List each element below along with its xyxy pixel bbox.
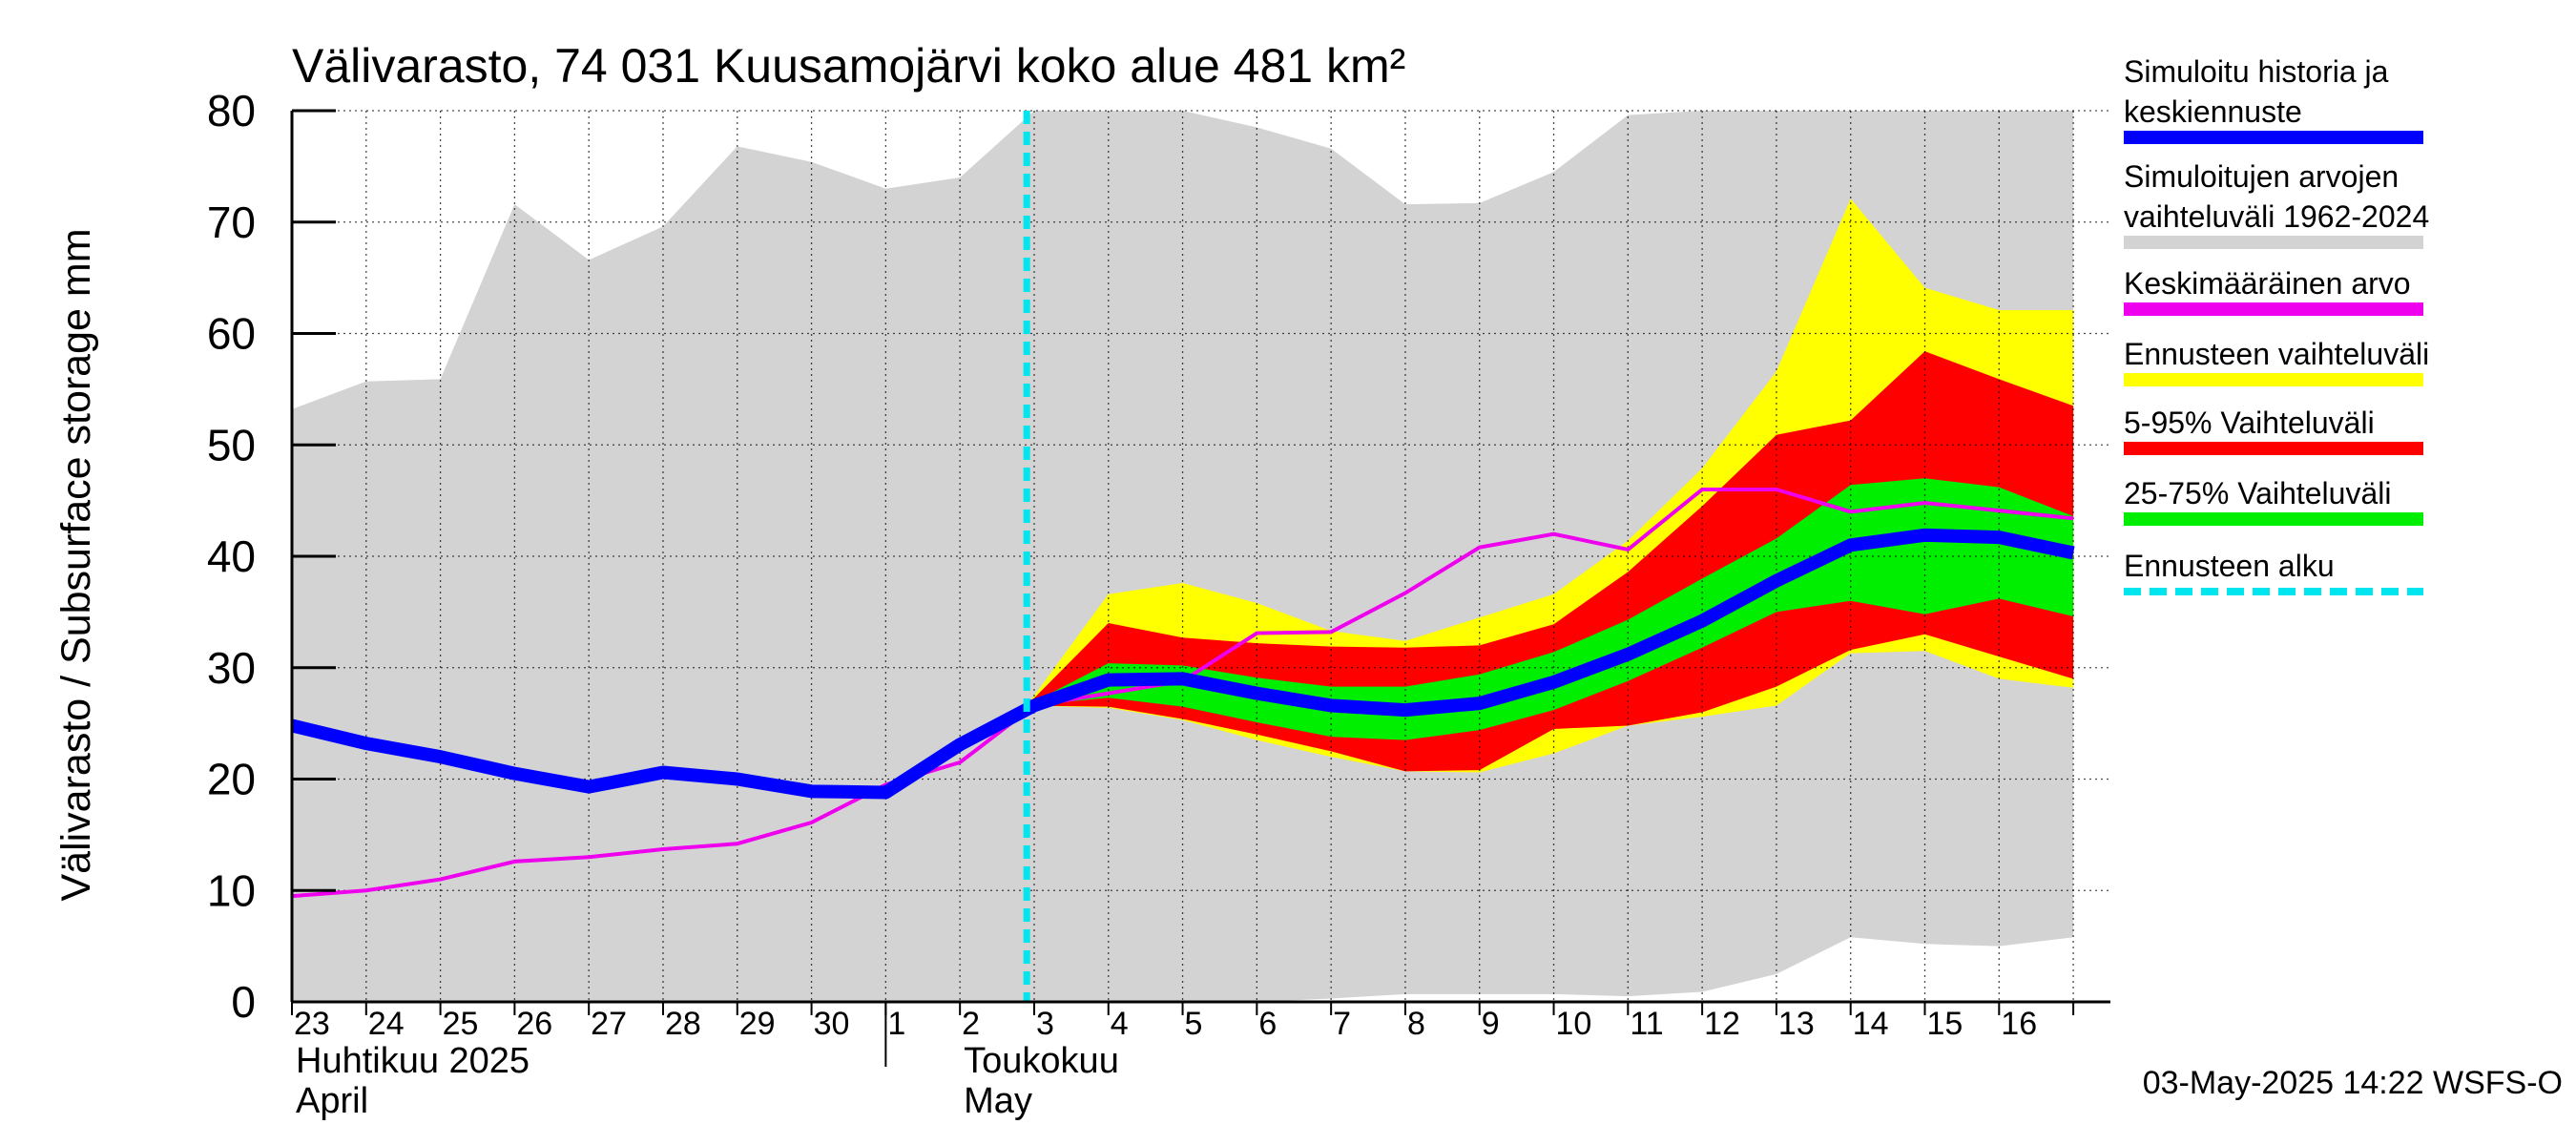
x-tick-labels: 23 24 25 26 27 28 29 30 1 2 3 4 5 6 7 8 9 10 11 12 13 14 15 16 [294,1006,2037,1042]
y-tick-label: 30 [207,643,256,693]
month-label-en: May [964,1081,1032,1121]
x-tick-label: 14 [1853,1006,1889,1042]
y-tick-labels: 0 10 20 30 40 50 60 70 80 [207,86,256,1027]
x-tick-label: 4 [1111,1006,1129,1042]
y-axis-label: Välivarasto / Subsurface storage mm [53,228,99,901]
x-tick-label: 15 [1927,1006,1963,1042]
month-label: Huhtikuu 2025 [296,1041,530,1081]
legend-label: keskiennuste [2124,94,2302,129]
legend-label: Simuloitujen arvojen [2124,159,2399,194]
x-tick-label: 27 [591,1006,627,1042]
legend-label: Keskimääräinen arvo [2124,266,2411,301]
timestamp: 03-May-2025 14:22 WSFS-O [2143,1065,2563,1101]
x-tick-label: 24 [368,1006,405,1042]
legend-label: Ennusteen vaihteluväli [2124,337,2429,371]
x-tick-label: 5 [1185,1006,1203,1042]
x-tick-label: 25 [443,1006,479,1042]
legend: Simuloitu historia ja keskiennuste Simuloi… [2124,54,2429,595]
x-tick-label: 16 [2001,1006,2037,1042]
chart-lines [290,111,2075,1002]
band-p25-75 [1027,478,2074,740]
x-tick-label: 13 [1778,1006,1815,1042]
x-tick-label: 2 [962,1006,980,1042]
band-p5-95 [1027,351,2074,772]
y-tick-label: 80 [207,86,256,135]
x-tick-label: 29 [739,1006,776,1042]
x-tick-label: 6 [1258,1006,1277,1042]
y-tick-label: 10 [207,865,256,915]
y-tick-label: 40 [207,531,256,581]
y-tick-label: 0 [231,977,256,1027]
chart-title: Välivarasto, 74 031 Kuusamojärvi koko al… [292,39,1405,93]
y-tick-label: 70 [207,198,256,247]
month-label: Toukokuu [964,1041,1119,1081]
y-tick-label: 50 [207,420,256,469]
x-tick-label: 8 [1407,1006,1425,1042]
x-tick-label: 26 [516,1006,552,1042]
x-tick-label: 28 [665,1006,701,1042]
x-tick-label: 10 [1556,1006,1592,1042]
x-tick-label: 9 [1482,1006,1500,1042]
x-tick-label: 3 [1036,1006,1054,1042]
legend-label: Simuloitu historia ja [2124,54,2389,89]
x-tick-label: 12 [1704,1006,1740,1042]
chart-axes [290,109,2110,1067]
x-tick-label: 1 [887,1006,905,1042]
month-label-en: April [296,1081,368,1121]
y-tick-label: 20 [207,755,256,804]
legend-label: vaihteluväli 1962-2024 [2124,199,2429,234]
x-tick-label: 23 [294,1006,330,1042]
legend-label: 5-95% Vaihteluväli [2124,406,2375,440]
x-tick-label: 7 [1333,1006,1351,1042]
legend-label: 25-75% Vaihteluväli [2124,476,2391,510]
legend-label: Ennusteen alku [2124,549,2335,583]
x-tick-label: 11 [1630,1006,1663,1042]
series-median-line [290,528,2075,800]
y-tick-label: 60 [207,309,256,359]
x-tick-label: 30 [814,1006,850,1042]
